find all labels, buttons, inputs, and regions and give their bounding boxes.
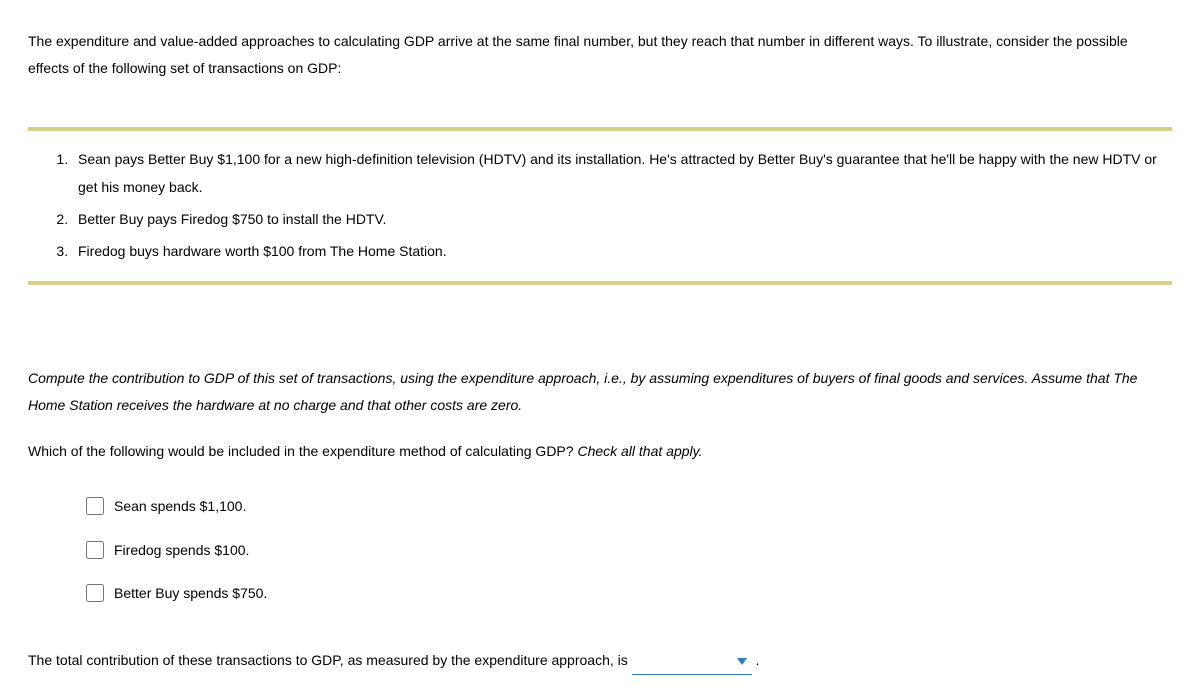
option-checkbox-1[interactable] — [86, 497, 104, 515]
answer-dropdown[interactable] — [632, 647, 752, 676]
question-hint: Check all that apply. — [577, 443, 702, 459]
final-sentence: The total contribution of these transact… — [28, 647, 1172, 676]
transaction-item: Sean pays Better Buy $1,100 for a new hi… — [72, 145, 1172, 201]
option-row: Firedog spends $100. — [86, 537, 1172, 564]
transaction-item: Firedog buys hardware worth $100 from Th… — [72, 237, 1172, 265]
final-period: . — [752, 652, 760, 668]
transactions-box: Sean pays Better Buy $1,100 for a new hi… — [28, 127, 1172, 285]
option-checkbox-2[interactable] — [86, 541, 104, 559]
option-row: Better Buy spends $750. — [86, 580, 1172, 607]
option-checkbox-3[interactable] — [86, 584, 104, 602]
question-lead: Which of the following would be included… — [28, 443, 577, 459]
options-group: Sean spends $1,100. Firedog spends $100.… — [28, 493, 1172, 607]
transactions-list: Sean pays Better Buy $1,100 for a new hi… — [52, 145, 1172, 265]
option-label: Firedog spends $100. — [114, 537, 249, 564]
transaction-item: Better Buy pays Firedog $750 to install … — [72, 205, 1172, 233]
option-row: Sean spends $1,100. — [86, 493, 1172, 520]
option-label: Better Buy spends $750. — [114, 580, 267, 607]
intro-text: The expenditure and value-added approach… — [28, 28, 1172, 81]
final-lead: The total contribution of these transact… — [28, 652, 632, 668]
option-label: Sean spends $1,100. — [114, 493, 246, 520]
instruction-text: Compute the contribution to GDP of this … — [28, 365, 1172, 418]
question-text: Which of the following would be included… — [28, 438, 1172, 465]
chevron-down-icon — [736, 652, 748, 668]
